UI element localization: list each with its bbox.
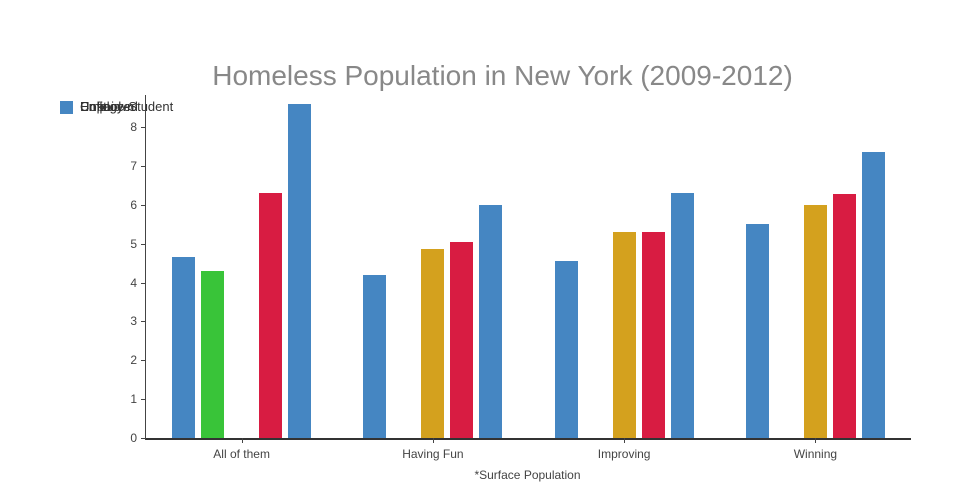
y-tick	[141, 360, 146, 362]
legend-label-2[interactable]: Unknown	[80, 99, 135, 114]
x-tick-label-2: Improving	[597, 447, 651, 461]
bar-unpaid-improving[interactable]	[641, 232, 665, 438]
legend-label-4[interactable]: College-Student	[80, 99, 174, 114]
legend-marker-swatch[interactable]	[60, 101, 73, 114]
y-tick	[141, 165, 146, 167]
x-tick-label-1: Having Fun	[402, 447, 464, 461]
y-tick	[141, 399, 146, 401]
y-tick	[141, 438, 146, 439]
bar-employed-all-of-them[interactable]	[172, 257, 196, 438]
y-tick	[141, 204, 146, 206]
y-tick	[141, 282, 146, 284]
bar-unknown-having-fun[interactable]	[421, 249, 445, 438]
y-tick-label-2: 2	[130, 353, 137, 368]
y-tick-label-8: 8	[130, 120, 137, 134]
bar-unpaid-winning[interactable]	[832, 194, 856, 438]
bar-employed-improving[interactable]	[554, 261, 578, 438]
x-axis-title: *Surface Population	[474, 468, 581, 482]
bar-employed-winning[interactable]	[745, 224, 769, 438]
y-tick	[141, 243, 146, 245]
legend-label-1[interactable]: Unfit	[80, 99, 107, 114]
chart-title: Homeless Population in New York (2009-20…	[212, 60, 793, 91]
bar-unknown-improving[interactable]	[612, 232, 636, 438]
y-tick-label-0: 0	[130, 431, 137, 445]
x-tick	[624, 438, 626, 443]
y-tick-label-6: 6	[130, 197, 137, 212]
bar-college-student-having-fun[interactable]	[479, 205, 503, 438]
x-tick	[432, 438, 434, 443]
bar-college-student-improving[interactable]	[670, 193, 694, 438]
x-tick-label-0: All of them	[213, 447, 270, 461]
x-tick	[815, 438, 817, 443]
plot-area: All of them Having Fun Improving Winning 0 1 2…	[130, 95, 911, 461]
legend-label-0[interactable]: Employed	[80, 99, 138, 114]
x-tick	[241, 438, 243, 443]
y-tick-label-7: 7	[130, 158, 137, 173]
y-tick	[141, 321, 146, 323]
y-tick-label-4: 4	[130, 275, 137, 290]
bar-college-student-winning[interactable]	[861, 152, 885, 438]
legend-label-3[interactable]: Unpaid	[80, 99, 122, 114]
bar-unpaid-all-of-them[interactable]	[259, 193, 283, 438]
y-tick-label-3: 3	[130, 314, 137, 329]
bar-unpaid-having-fun[interactable]	[450, 242, 474, 438]
bar-employed-having-fun[interactable]	[363, 275, 387, 438]
bar-college-student-all-of-them[interactable]	[288, 104, 312, 438]
bar-unfit-all-of-them[interactable]	[201, 271, 225, 438]
x-tick-label-3: Winning	[793, 447, 838, 461]
bar-unknown-winning[interactable]	[803, 205, 827, 438]
y-tick-label-5: 5	[130, 236, 137, 251]
y-tick	[141, 127, 146, 128]
y-tick-label-1: 1	[130, 392, 137, 407]
